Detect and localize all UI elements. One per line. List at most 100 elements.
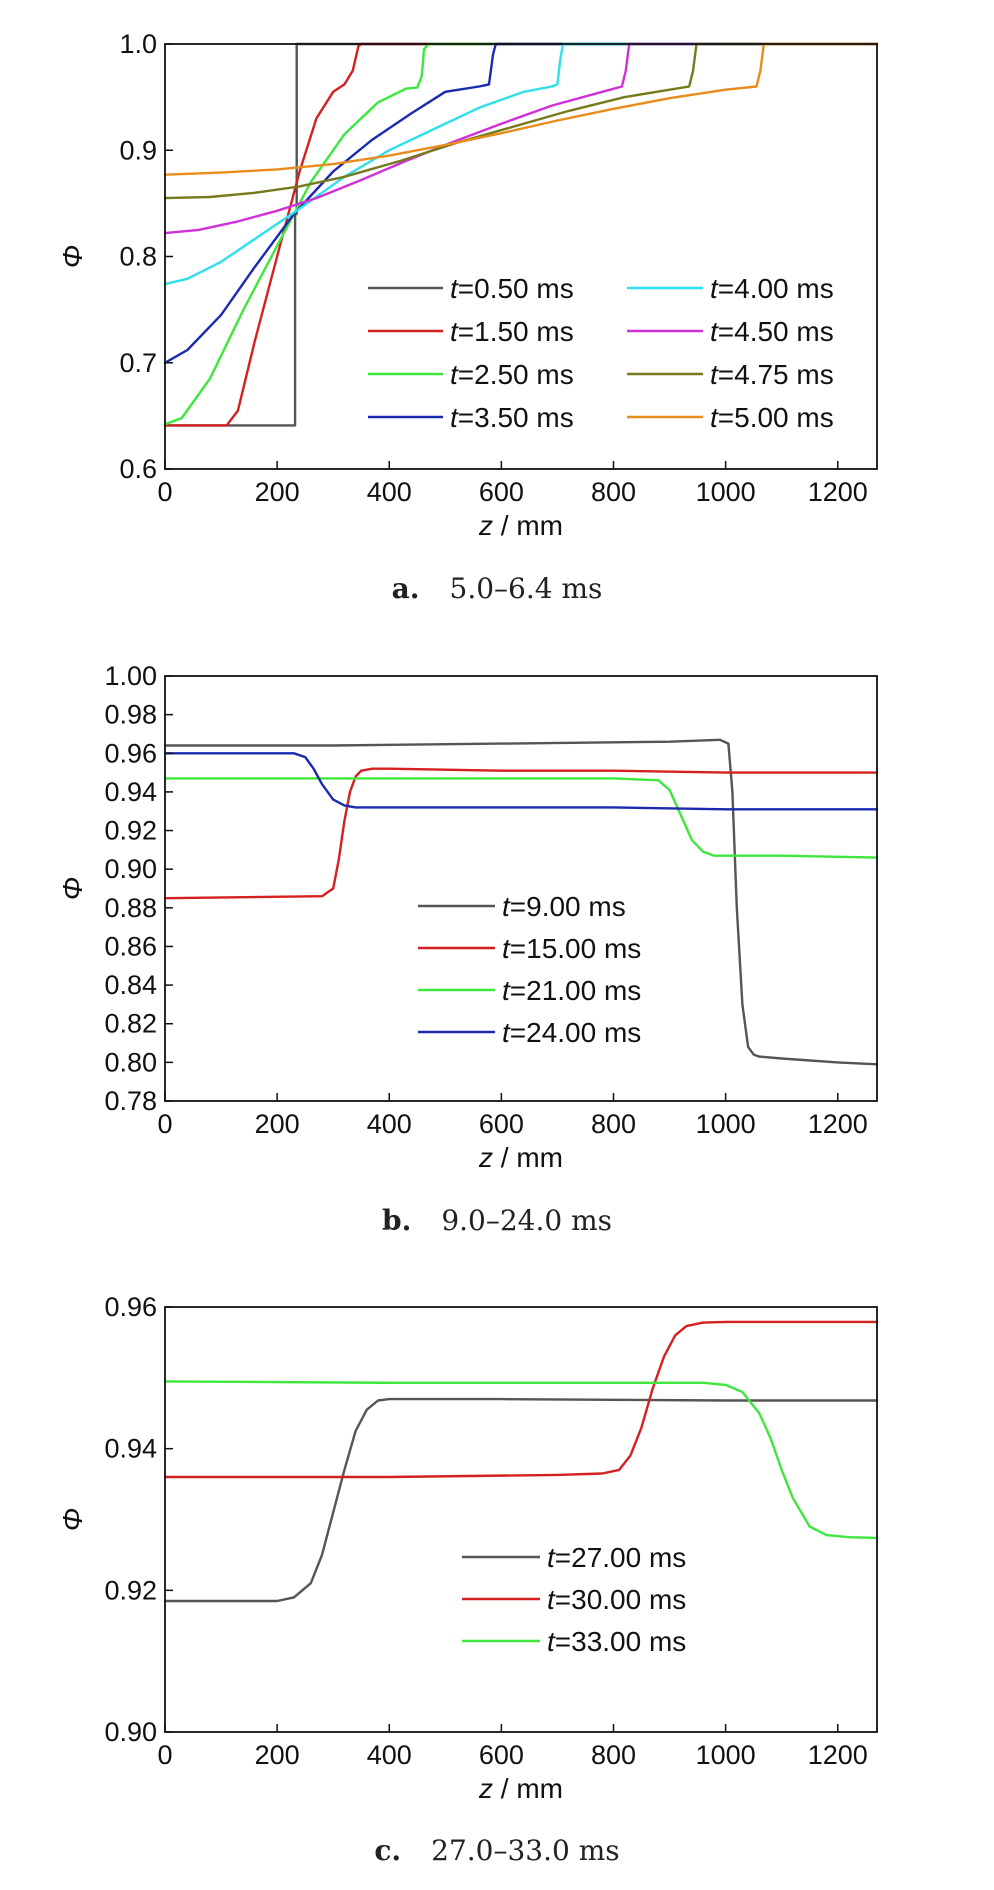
series-line-6 bbox=[163, 42, 879, 235]
legend-label-7: t=4.75 ms bbox=[710, 359, 834, 390]
y-tick-label: 0.84 bbox=[104, 970, 157, 1000]
plot-area bbox=[163, 738, 879, 1066]
x-tick-label: 400 bbox=[367, 477, 412, 507]
y-tick-label: 0.94 bbox=[104, 777, 157, 807]
legend-variable: t bbox=[547, 1584, 556, 1615]
x-axis-unit: / mm bbox=[493, 1773, 563, 1804]
caption-text: 5.0–6.4 ms bbox=[450, 572, 603, 605]
legend-variable: t bbox=[450, 359, 459, 390]
x-tick-label: 600 bbox=[479, 1109, 524, 1139]
series-line-4 bbox=[163, 752, 879, 811]
legend-label-4: t=24.00 ms bbox=[502, 1017, 641, 1048]
x-tick-label: 800 bbox=[591, 1109, 636, 1139]
legend-variable: t bbox=[710, 273, 719, 304]
x-tick-label: 0 bbox=[157, 1109, 172, 1139]
legend-label-2: t=1.50 ms bbox=[450, 316, 574, 347]
plot-area bbox=[163, 1320, 879, 1603]
chart-panel-b: 0 200 400 600 800 1000 1200 0.78 0.80 0.82 0.84 0.8… bbox=[57, 661, 879, 1237]
caption-letter: a. bbox=[392, 572, 420, 605]
y-tick-label: 0.98 bbox=[104, 700, 157, 730]
caption-letter: c. bbox=[374, 1834, 401, 1867]
legend-label-6: t=4.50 ms bbox=[710, 316, 834, 347]
x-tick-label: 1000 bbox=[696, 1109, 756, 1139]
x-tick-label: 1200 bbox=[808, 477, 868, 507]
x-tick-label: 200 bbox=[255, 477, 300, 507]
x-axis-variable: z bbox=[478, 1142, 493, 1173]
series-line-1 bbox=[163, 738, 879, 1066]
y-tick-label: 0.78 bbox=[104, 1086, 157, 1116]
x-tick-label: 1000 bbox=[696, 1740, 756, 1770]
x-tick-label: 800 bbox=[591, 477, 636, 507]
x-tick-label: 0 bbox=[157, 1740, 172, 1770]
legend-variable: t bbox=[502, 891, 511, 922]
series-line-7 bbox=[163, 42, 879, 200]
legend-variable: t bbox=[502, 975, 511, 1006]
legend-label-3: t=2.50 ms bbox=[450, 359, 574, 390]
plot-frame bbox=[164, 1306, 878, 1733]
caption-text: 27.0–33.0 ms bbox=[431, 1834, 620, 1867]
legend-label-8: t=5.00 ms bbox=[710, 402, 834, 433]
series-line-8 bbox=[163, 42, 879, 176]
plot-frame bbox=[164, 675, 878, 1102]
caption-letter: b. bbox=[382, 1204, 411, 1237]
panel-caption: c. 27.0–33.0 ms bbox=[374, 1834, 619, 1867]
x-tick-label: 600 bbox=[479, 1740, 524, 1770]
legend-label-1: t=27.00 ms bbox=[547, 1542, 686, 1573]
x-tick-label: 200 bbox=[255, 1109, 300, 1139]
legend-value: =2.50 ms bbox=[458, 359, 574, 390]
legend-label-4: t=3.50 ms bbox=[450, 402, 574, 433]
y-tick-label: 0.82 bbox=[104, 1009, 157, 1039]
legend-label-2: t=30.00 ms bbox=[547, 1584, 686, 1615]
legend-variable: t bbox=[450, 402, 459, 433]
legend-value: =27.00 ms bbox=[555, 1542, 687, 1573]
chart-panel-a: 0 200 400 600 800 1000 1200 0.6 0.7 0.8 0.9 1.0 z / … bbox=[57, 29, 879, 605]
legend-label-3: t=33.00 ms bbox=[547, 1626, 686, 1657]
legend-label-2: t=15.00 ms bbox=[502, 933, 641, 964]
y-tick-label: 1.00 bbox=[104, 661, 157, 691]
legend-value: =4.00 ms bbox=[718, 273, 834, 304]
x-tick-label: 1000 bbox=[696, 477, 756, 507]
x-axis-label: z / mm bbox=[478, 1773, 563, 1804]
legend: t=27.00 mst=30.00 mst=33.00 ms bbox=[462, 1542, 686, 1657]
x-tick-label: 800 bbox=[591, 1740, 636, 1770]
panel-caption: b. 9.0–24.0 ms bbox=[382, 1204, 612, 1237]
legend-variable: t bbox=[450, 273, 459, 304]
legend: t=9.00 mst=15.00 mst=21.00 mst=24.00 ms bbox=[418, 891, 641, 1048]
legend-variable: t bbox=[450, 316, 459, 347]
legend-variable: t bbox=[710, 316, 719, 347]
legend-variable: t bbox=[710, 359, 719, 390]
y-tick-label: 0.96 bbox=[104, 1292, 157, 1322]
x-tick-label: 0 bbox=[157, 477, 172, 507]
series-line-4 bbox=[163, 42, 879, 364]
y-tick-label: 0.94 bbox=[104, 1434, 157, 1464]
x-axis-unit: / mm bbox=[493, 1142, 563, 1173]
legend-value: =33.00 ms bbox=[555, 1626, 687, 1657]
legend-label-1: t=0.50 ms bbox=[450, 273, 574, 304]
legend-variable: t bbox=[502, 1017, 511, 1048]
legend: t=0.50 mst=1.50 mst=2.50 mst=3.50 mst=4.… bbox=[368, 273, 834, 433]
y-tick-label: 0.7 bbox=[119, 348, 157, 378]
y-tick-label: 0.80 bbox=[104, 1047, 157, 1077]
legend-value: =4.50 ms bbox=[718, 316, 834, 347]
legend-label-5: t=4.00 ms bbox=[710, 273, 834, 304]
legend-value: =9.00 ms bbox=[510, 891, 626, 922]
series-line-3 bbox=[163, 1380, 879, 1540]
plot-area bbox=[163, 42, 879, 427]
chart-panel-c: 0 200 400 600 800 1000 1200 0.90 0.92 0.94 0.96 z /… bbox=[57, 1292, 879, 1867]
legend-value: =30.00 ms bbox=[555, 1584, 687, 1615]
y-tick-label: 0.9 bbox=[119, 135, 157, 165]
series-line-3 bbox=[163, 42, 879, 426]
legend-variable: t bbox=[547, 1542, 556, 1573]
series-line-1 bbox=[163, 1397, 879, 1603]
y-tick-label: 0.96 bbox=[104, 738, 157, 768]
series-line-2 bbox=[163, 767, 879, 900]
x-tick-label: 200 bbox=[255, 1740, 300, 1770]
y-tick-label: 0.88 bbox=[104, 893, 157, 923]
x-axis-variable: z bbox=[478, 1773, 493, 1804]
x-axis-label: z / mm bbox=[478, 510, 563, 541]
series-line-2 bbox=[163, 1320, 879, 1479]
legend-variable: t bbox=[710, 402, 719, 433]
series-line-3 bbox=[163, 777, 879, 859]
legend-value: =0.50 ms bbox=[458, 273, 574, 304]
